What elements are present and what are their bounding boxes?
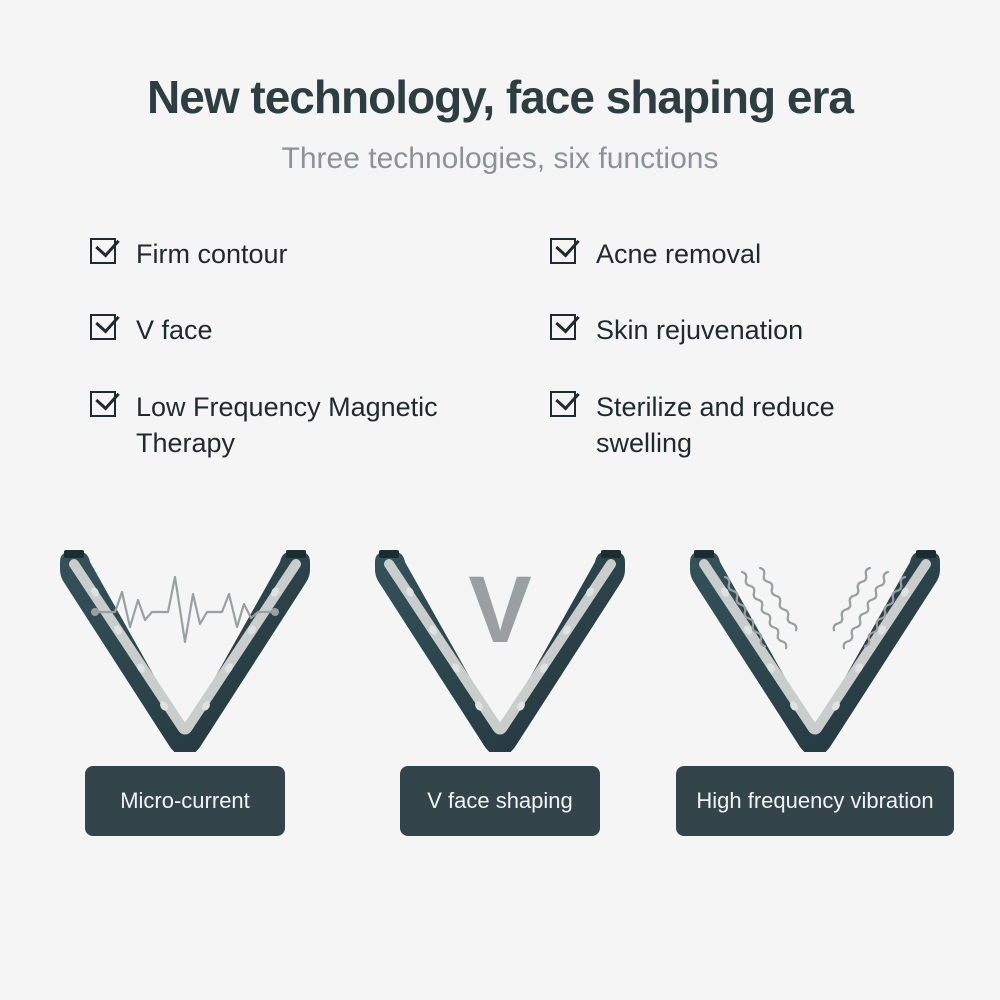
feature-label: V face — [136, 312, 213, 348]
feature-item: Acne removal — [550, 236, 910, 272]
device-label: Micro-current — [85, 766, 285, 836]
feature-label: Acne removal — [596, 236, 761, 272]
device-v-face-icon: V — [355, 522, 645, 752]
device-card: High frequency vibration — [670, 522, 960, 836]
device-vibration-icon — [670, 522, 960, 752]
devices-row: Micro-current — [40, 522, 960, 836]
device-micro-current-icon — [40, 522, 330, 752]
device-label: V face shaping — [400, 766, 600, 836]
infographic-container: New technology, face shaping era Three t… — [0, 0, 1000, 1000]
check-icon — [90, 238, 116, 264]
feature-item: Low Frequency Magnetic Therapy — [90, 389, 450, 462]
check-icon — [550, 314, 576, 340]
svg-text:V: V — [468, 557, 531, 663]
feature-item: Sterilize and reduce swelling — [550, 389, 910, 462]
page-title: New technology, face shaping era — [147, 70, 853, 124]
feature-item: Firm contour — [90, 236, 450, 272]
check-icon — [550, 391, 576, 417]
feature-label: Sterilize and reduce swelling — [596, 389, 910, 462]
page-subtitle: Three technologies, six functions — [282, 142, 719, 176]
feature-item: V face — [90, 312, 450, 348]
device-card: V V face shaping — [355, 522, 645, 836]
check-icon — [90, 391, 116, 417]
features-grid: Firm contour Acne removal V face Skin re… — [90, 236, 910, 462]
feature-label: Low Frequency Magnetic Therapy — [136, 389, 450, 462]
feature-label: Firm contour — [136, 236, 288, 272]
feature-item: Skin rejuvenation — [550, 312, 910, 348]
device-card: Micro-current — [40, 522, 330, 836]
check-icon — [550, 238, 576, 264]
device-label: High frequency vibration — [676, 766, 953, 836]
feature-label: Skin rejuvenation — [596, 312, 803, 348]
check-icon — [90, 314, 116, 340]
